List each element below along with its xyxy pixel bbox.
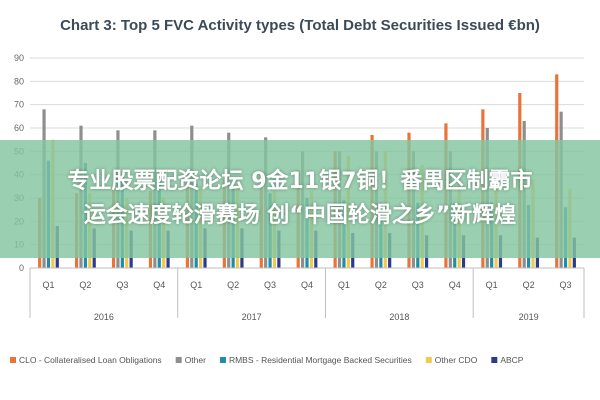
x-tick-label: Q1 — [190, 280, 202, 290]
x-tick-label: Q4 — [301, 280, 313, 290]
chart-title: Chart 3: Top 5 FVC Activity types (Total… — [60, 17, 540, 34]
year-label: 2018 — [389, 312, 409, 322]
overlay-banner: 专业股票配资论坛 9金11银7铜！番禺区制霸市 运会速度轮滑赛场 创“中国轮滑之… — [0, 140, 600, 258]
x-tick-label: Q3 — [412, 280, 424, 290]
legend-label: CLO - Collateralised Loan Obligations — [19, 355, 162, 365]
x-axis-ticks: Q1 Q2 Q3 Q4 Q1 Q2 Q3 Q4 Q1 Q2 Q3 Q4 Q1 Q2 Q3 2016 2017 20… — [29, 267, 585, 322]
x-tick-label: Q4 — [449, 280, 461, 290]
legend-label: Other — [185, 355, 206, 365]
x-tick-label: Q2 — [79, 280, 91, 290]
x-tick-label: Q3 — [560, 280, 572, 290]
x-tick-label: Q4 — [153, 280, 165, 290]
y-tick-label: 70 — [14, 100, 24, 110]
legend-swatch — [175, 357, 182, 363]
year-label: 2017 — [242, 312, 262, 322]
y-tick-label: 80 — [14, 76, 24, 86]
legend-label: Other CDO — [435, 355, 478, 365]
x-tick-label: Q2 — [227, 280, 239, 290]
legend-swatch — [491, 357, 498, 363]
legend-swatch — [425, 357, 432, 363]
legend-swatch — [10, 357, 16, 363]
legend-label: RMBS - Residential Mortgage Backed Secur… — [229, 355, 412, 365]
x-tick-label: Q1 — [338, 280, 350, 290]
x-tick-label: Q1 — [42, 280, 54, 290]
year-label: 2019 — [519, 312, 539, 322]
legend-swatch — [219, 357, 226, 363]
legend-label: ABCP — [500, 355, 523, 365]
x-tick-label: Q2 — [375, 280, 387, 290]
y-tick-label: 0 — [19, 263, 24, 273]
y-tick-label: 90 — [14, 53, 24, 63]
x-tick-label: Q1 — [486, 280, 498, 290]
legend: CLO - Collateralised Loan Obligations Oth… — [10, 355, 524, 365]
overlay-line-1: 专业股票配资论坛 9金11银7铜！番禺区制霸市 — [67, 169, 533, 194]
year-label: 2016 — [94, 312, 114, 322]
x-tick-label: Q2 — [523, 280, 535, 290]
overlay-line-2: 运会速度轮滑赛场 创“中国轮滑之乡”新辉煌 — [83, 203, 517, 228]
y-tick-label: 60 — [14, 123, 24, 133]
x-tick-label: Q3 — [264, 280, 276, 290]
x-tick-label: Q3 — [116, 280, 128, 290]
